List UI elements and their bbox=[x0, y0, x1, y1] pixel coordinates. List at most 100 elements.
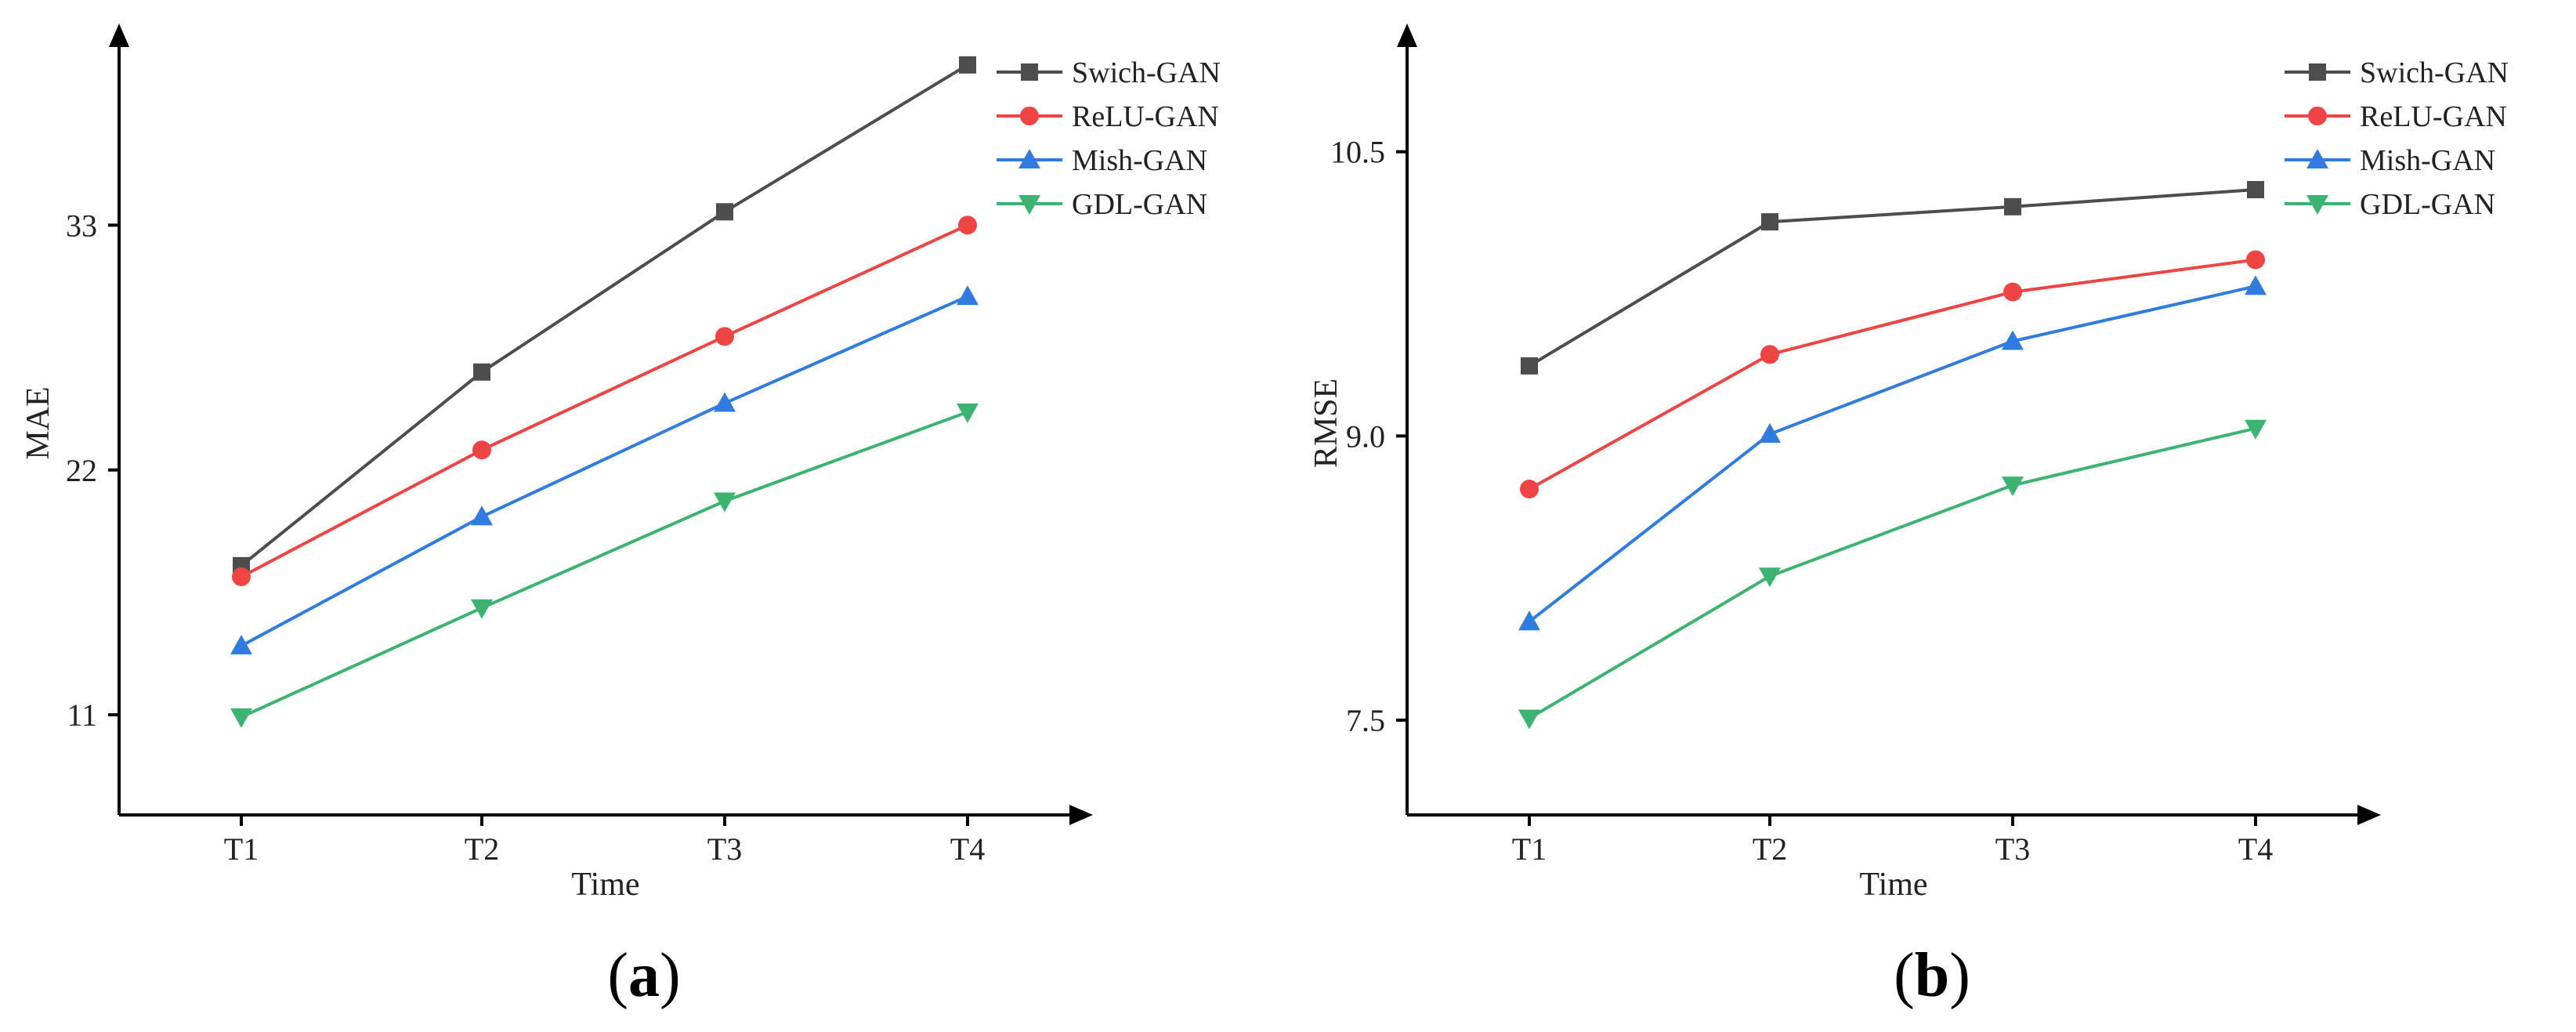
data-point-marker bbox=[2002, 476, 2024, 497]
data-point-marker bbox=[957, 403, 979, 423]
data-point-marker bbox=[957, 285, 979, 306]
x-tick-label: T2 bbox=[465, 831, 499, 867]
data-point-marker bbox=[2245, 419, 2267, 440]
data-point-marker bbox=[959, 56, 976, 74]
data-point-marker bbox=[714, 492, 736, 512]
data-point-marker bbox=[230, 708, 252, 729]
series-gdl-gan bbox=[1518, 419, 2267, 730]
legend-marker bbox=[1018, 195, 1040, 215]
data-point-marker bbox=[2247, 181, 2264, 199]
series-swich-gan bbox=[1521, 181, 2264, 375]
y-axis-title: RMSE bbox=[1308, 378, 1344, 468]
legend-label: GDL-GAN bbox=[1072, 188, 1207, 221]
legend-label: Swich-GAN bbox=[1072, 56, 1221, 89]
legend-marker bbox=[2308, 107, 2327, 125]
series-line bbox=[240, 63, 969, 567]
data-point-marker bbox=[1520, 480, 1539, 499]
legend-marker bbox=[2306, 149, 2328, 168]
legend-item: Mish-GAN bbox=[2285, 144, 2495, 177]
series-line bbox=[1528, 188, 2256, 368]
caption-b: (b) bbox=[1894, 941, 1970, 1010]
x-axis-arrow-icon bbox=[1069, 805, 1093, 825]
data-point-marker bbox=[1518, 709, 1540, 730]
legend-label: Mish-GAN bbox=[2360, 144, 2495, 177]
chart-panel-a: T1 T2 T3 T4 11 22 33 Time MAE Swich-GAN ReLU-GAN Mi… bbox=[20, 24, 1221, 1010]
series-mish-gan bbox=[230, 285, 979, 655]
data-point-marker bbox=[471, 599, 493, 619]
legend-marker bbox=[2309, 63, 2326, 81]
legend-marker bbox=[2306, 195, 2328, 215]
legend-item: GDL-GAN bbox=[997, 188, 1207, 221]
x-axis-title: Time bbox=[571, 867, 639, 903]
legend-label: GDL-GAN bbox=[2360, 188, 2495, 221]
series-relu-gan bbox=[232, 215, 977, 587]
data-point-marker bbox=[232, 567, 251, 587]
x-tick-label: T4 bbox=[2238, 831, 2273, 867]
series-line bbox=[1528, 284, 2256, 623]
data-point-marker bbox=[473, 363, 490, 381]
legend-item: Mish-GAN bbox=[997, 144, 1207, 177]
data-point-marker bbox=[2004, 197, 2021, 215]
data-point-marker bbox=[2246, 250, 2265, 270]
x-tick-label: T1 bbox=[224, 831, 259, 867]
chart-panel-b: T1 T2 T3 T4 7.5 9.0 10.5 Time RMSE Swich-GAN ReLU-… bbox=[1288, 0, 2576, 1032]
legend-marker bbox=[1018, 149, 1040, 168]
data-point-marker bbox=[472, 440, 491, 460]
data-point-marker bbox=[716, 203, 733, 221]
x-tick-label: T4 bbox=[950, 831, 985, 867]
data-point-marker bbox=[230, 635, 252, 655]
caption-a: (a) bbox=[607, 941, 681, 1010]
y-tick-label: 33 bbox=[66, 208, 97, 243]
legend-marker bbox=[1020, 107, 1039, 125]
x-tick-label: T3 bbox=[707, 831, 742, 867]
x-axis-title: Time bbox=[1859, 867, 1927, 903]
data-point-marker bbox=[2003, 282, 2022, 302]
data-point-marker bbox=[1759, 567, 1781, 588]
data-point-marker bbox=[1518, 610, 1540, 631]
y-axis-arrow-icon bbox=[1397, 24, 1417, 47]
series-line bbox=[241, 411, 968, 719]
y-tick-label: 7.5 bbox=[1346, 703, 1385, 738]
data-point-marker bbox=[2245, 275, 2267, 295]
series-relu-gan bbox=[1520, 250, 2265, 499]
legend-label: Swich-GAN bbox=[2360, 56, 2509, 89]
series-swich-gan bbox=[233, 56, 976, 574]
x-tick-label: T1 bbox=[1512, 831, 1547, 867]
series-gdl-gan bbox=[230, 403, 979, 729]
y-tick-label: 22 bbox=[66, 453, 97, 488]
series-mish-gan bbox=[1518, 275, 2267, 631]
data-point-marker bbox=[2002, 330, 2024, 350]
rmse-line-chart: T1 T2 T3 T4 7.5 9.0 10.5 Time RMSE Swich-GAN ReLU-… bbox=[1308, 24, 2509, 903]
data-point-marker bbox=[715, 327, 734, 346]
caption-b-letter: b bbox=[1914, 941, 1950, 1010]
legend-label: ReLU-GAN bbox=[1072, 100, 1219, 133]
data-point-marker bbox=[958, 215, 977, 235]
caption-a-letter: a bbox=[628, 941, 660, 1010]
series-line bbox=[241, 295, 968, 647]
legend-item: ReLU-GAN bbox=[997, 100, 1219, 133]
y-axis-title: MAE bbox=[20, 386, 56, 459]
data-point-marker bbox=[714, 392, 736, 412]
legend-item: ReLU-GAN bbox=[2285, 100, 2507, 133]
x-tick-label: T2 bbox=[1753, 831, 1787, 867]
data-point-marker bbox=[1521, 357, 1538, 375]
y-tick-label: 11 bbox=[67, 697, 97, 733]
legend-item: GDL-GAN bbox=[2285, 188, 2495, 221]
mae-line-chart: T1 T2 T3 T4 11 22 33 Time MAE Swich-GAN ReLU-GAN Mi… bbox=[20, 24, 1221, 903]
y-tick-label: 9.0 bbox=[1346, 418, 1385, 454]
x-tick-label: T3 bbox=[1995, 831, 2030, 867]
x-axis-arrow-icon bbox=[2357, 805, 2381, 825]
y-axis-arrow-icon bbox=[109, 24, 129, 47]
series-line bbox=[241, 223, 968, 578]
legend-marker bbox=[1021, 63, 1038, 81]
data-point-marker bbox=[1761, 213, 1778, 231]
legend-label: ReLU-GAN bbox=[2360, 100, 2507, 133]
legend-item: Swich-GAN bbox=[2285, 56, 2509, 89]
legend-label: Mish-GAN bbox=[1072, 144, 1207, 177]
data-point-marker bbox=[471, 505, 493, 526]
data-point-marker bbox=[1760, 345, 1779, 364]
series-line bbox=[1529, 258, 2256, 491]
y-tick-label: 10.5 bbox=[1330, 135, 1385, 170]
legend-item: Swich-GAN bbox=[997, 56, 1221, 89]
data-point-marker bbox=[1759, 422, 1781, 443]
